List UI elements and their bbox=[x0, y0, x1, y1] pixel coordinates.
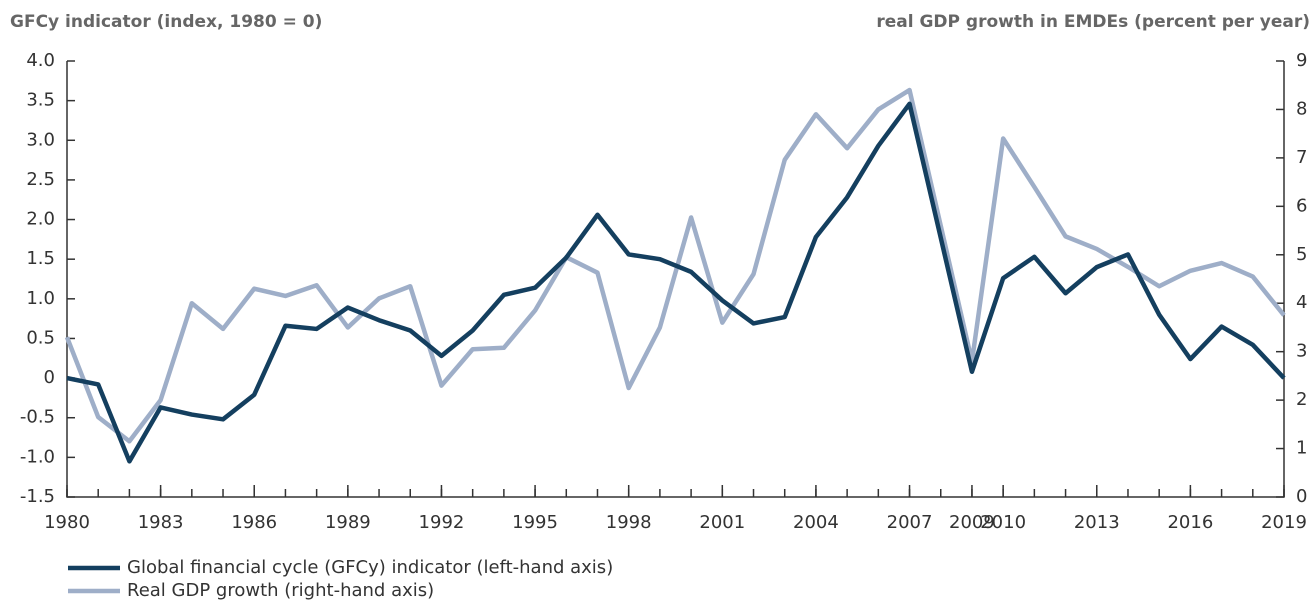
x-tick-label: 1998 bbox=[606, 512, 652, 533]
y-tick-label: -1.0 bbox=[20, 446, 55, 467]
x-tick-label: 2001 bbox=[699, 512, 745, 533]
y-tick-label: 4.0 bbox=[26, 50, 55, 71]
x-tick-label: 1980 bbox=[44, 512, 90, 533]
legend-label: Global financial cycle (GFCy) indicator … bbox=[127, 557, 613, 578]
y-tick-label: 1.0 bbox=[26, 288, 55, 309]
y2-tick-label: 4 bbox=[1296, 292, 1307, 313]
y-axis-title: GFCy indicator (index, 1980 = 0) bbox=[10, 12, 322, 32]
x-tick-label: 2019 bbox=[1261, 512, 1307, 533]
line-series bbox=[64, 87, 1286, 444]
x-tick-label: 1983 bbox=[138, 512, 184, 533]
y2-tick-label: 9 bbox=[1296, 50, 1307, 71]
x-tick-label: 2013 bbox=[1074, 512, 1120, 533]
x-tick-label: 2007 bbox=[887, 512, 933, 533]
x-tick-label: 2009 bbox=[949, 512, 995, 533]
line-series bbox=[66, 101, 1286, 464]
y-tick-label: 3.5 bbox=[26, 90, 55, 111]
y-tick-label: 0.5 bbox=[26, 327, 55, 348]
y2-tick-label: 1 bbox=[1296, 438, 1307, 459]
x-tick-label: 1986 bbox=[231, 512, 277, 533]
y2-tick-label: 0 bbox=[1296, 486, 1307, 507]
y-tick-label: -0.5 bbox=[20, 407, 55, 428]
y2-tick-label: 3 bbox=[1296, 341, 1307, 362]
y-tick-label: 0 bbox=[44, 367, 55, 388]
y2-tick-label: 7 bbox=[1296, 147, 1307, 168]
y2-tick-label: 2 bbox=[1296, 389, 1307, 410]
x-tick-label: 1995 bbox=[512, 512, 558, 533]
y2-axis-title: real GDP growth in EMDEs (percent per ye… bbox=[876, 12, 1310, 32]
x-tick-label: 1992 bbox=[419, 512, 465, 533]
y2-tick-label: 6 bbox=[1296, 195, 1307, 216]
y-tick-label: 1.5 bbox=[26, 248, 55, 269]
y2-tick-label: 5 bbox=[1296, 244, 1307, 265]
axes bbox=[66, 61, 1285, 498]
y-tick-label: 2.5 bbox=[26, 169, 55, 190]
x-tick-label: 2004 bbox=[793, 512, 839, 533]
x-tick-label: 1989 bbox=[325, 512, 371, 533]
legend-label: Real GDP growth (right-hand axis) bbox=[127, 580, 434, 601]
y-tick-label: 3.0 bbox=[26, 129, 55, 150]
y2-tick-label: 8 bbox=[1296, 98, 1307, 119]
x-tick-label: 2010 bbox=[980, 512, 1026, 533]
x-tick-label: 2016 bbox=[1167, 512, 1213, 533]
y-tick-label: -1.5 bbox=[20, 486, 55, 507]
y-tick-label: 2.0 bbox=[26, 209, 55, 230]
